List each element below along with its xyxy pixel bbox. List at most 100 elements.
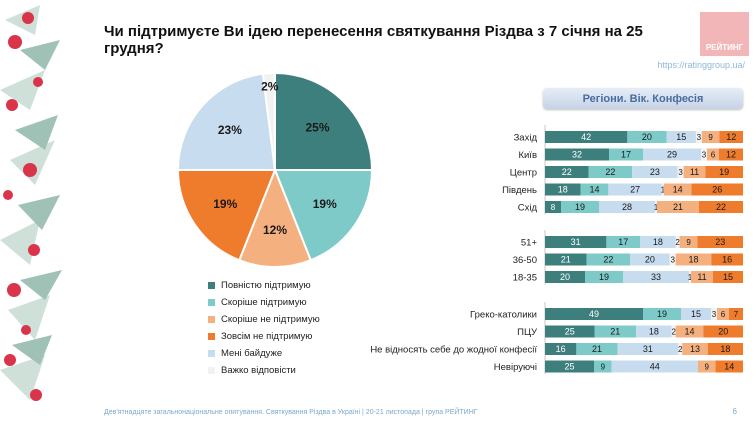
row-label: ПЦУ [517, 327, 538, 338]
legend-item: Зовсім не підтримую [208, 328, 320, 345]
row-label: 36-50 [513, 255, 537, 266]
bar-value-label: 27 [630, 185, 640, 195]
legend-swatch [208, 333, 215, 340]
bar-value-label: 23 [650, 167, 660, 177]
bar-value-label: 28 [622, 202, 632, 212]
bar-value-label: 13 [690, 344, 700, 354]
bar-value-label: 26 [712, 185, 722, 195]
bar-segment [545, 325, 595, 338]
bar-value-label: 21 [561, 255, 571, 265]
bar-segment [608, 183, 662, 196]
bar-segment [671, 325, 676, 338]
bar-value-label: 8 [551, 203, 556, 212]
bar-segment [545, 131, 628, 143]
bar-segment [703, 325, 743, 338]
bar-segment [545, 201, 561, 213]
bar-segment [545, 253, 587, 266]
bar-segment [675, 253, 712, 266]
pie-slice-label: 23% [218, 123, 242, 137]
bar-segment [588, 166, 633, 178]
bar-value-label: 2 [675, 238, 680, 247]
bar-segment [705, 166, 743, 178]
bar-value-label: 19 [575, 202, 585, 212]
bar-segment [545, 183, 581, 196]
bar-segment [576, 343, 618, 355]
bar-segment [606, 236, 641, 248]
bar-value-label: 9 [705, 363, 710, 372]
bar-segment [545, 360, 595, 373]
row-label: Захід [514, 133, 538, 144]
pie-slice-label: 2% [261, 80, 279, 94]
bar-segment [678, 343, 683, 355]
bar-segment [681, 308, 711, 320]
bar-segment [643, 308, 681, 320]
bar-value-label: 31 [571, 237, 581, 247]
bar-value-label: 15 [676, 132, 686, 142]
legend-label: Мені байдуже [221, 348, 283, 359]
bar-value-label: 17 [618, 237, 628, 247]
pie-slice [261, 71, 276, 171]
pie-slice-label: 25% [306, 120, 330, 134]
bar-segment [630, 253, 670, 266]
bar-segment [707, 343, 743, 355]
bar-segment [580, 183, 609, 196]
bar-segment [545, 236, 607, 248]
bar-segment [683, 166, 706, 178]
bar-segment [545, 166, 589, 178]
bar-segment [655, 201, 657, 213]
legend-swatch [208, 367, 215, 374]
bar-value-label: 22 [603, 255, 613, 265]
bar-value-label: 29 [667, 150, 677, 160]
chart-title: Чи підтримуєте Ви ідею перенесення святк… [104, 23, 643, 57]
bar-segment [691, 183, 743, 196]
website-link[interactable]: https://ratinggroup.ua/ [657, 60, 745, 70]
bar-value-label: 20 [718, 327, 728, 337]
filter-label[interactable]: Регіони. Вік. Конфесія [543, 88, 743, 109]
bar-value-label: 31 [643, 344, 653, 354]
legend-swatch [208, 350, 215, 357]
pie-slice-label: 12% [263, 223, 287, 237]
bar-segment [711, 308, 717, 320]
legend-swatch [208, 316, 215, 323]
bar-segment [677, 166, 684, 178]
bar-segment [640, 236, 676, 248]
pie-slice [273, 169, 374, 262]
legend-item: Мені байдуже [208, 345, 320, 362]
bar-value-label: 16 [722, 255, 732, 265]
bar-segment [711, 253, 743, 266]
bar-value-label: 2 [678, 345, 683, 354]
bar-value-label: 15 [691, 309, 701, 319]
legend-item: Скоріше підтримую [208, 294, 320, 311]
bar-value-label: 3 [670, 256, 675, 265]
row-label: Схід [518, 203, 538, 214]
legend-item: Скоріше не підтримую [208, 311, 320, 328]
bar-value-label: 19 [719, 167, 729, 177]
legend-label: Скоріше не підтримую [221, 314, 320, 325]
legend-item: Важко відповісти [208, 362, 320, 379]
legend-label: Зовсім не підтримую [221, 331, 313, 342]
bar-value-label: 9 [708, 133, 713, 142]
bar-value-label: 11 [690, 167, 699, 177]
bar-value-label: 25 [564, 362, 574, 372]
pie-legend: Повністю підтримую Скоріше підтримую Скорі… [208, 277, 320, 379]
bar-value-label: 11 [697, 272, 706, 282]
row-label: Центр [510, 168, 537, 179]
bar-segment [707, 148, 719, 161]
pie-slice [176, 72, 277, 171]
bar-value-label: 3 [712, 310, 717, 319]
bar-segment [617, 343, 679, 355]
page-number: 6 [732, 407, 737, 416]
bar-segment [715, 360, 743, 373]
row-label: Південь [502, 185, 537, 196]
bar-value-label: 19 [599, 272, 609, 282]
bar-segment [609, 148, 643, 161]
bar-value-label: 44 [650, 362, 660, 372]
bar-value-label: 21 [592, 344, 602, 354]
bar-segment [717, 308, 729, 320]
bar-segment [697, 236, 743, 248]
bar-segment [545, 343, 577, 355]
bar-segment [699, 201, 743, 213]
bar-value-label: 3 [697, 133, 702, 142]
bar-segment [695, 131, 702, 143]
bar-segment [679, 236, 698, 248]
